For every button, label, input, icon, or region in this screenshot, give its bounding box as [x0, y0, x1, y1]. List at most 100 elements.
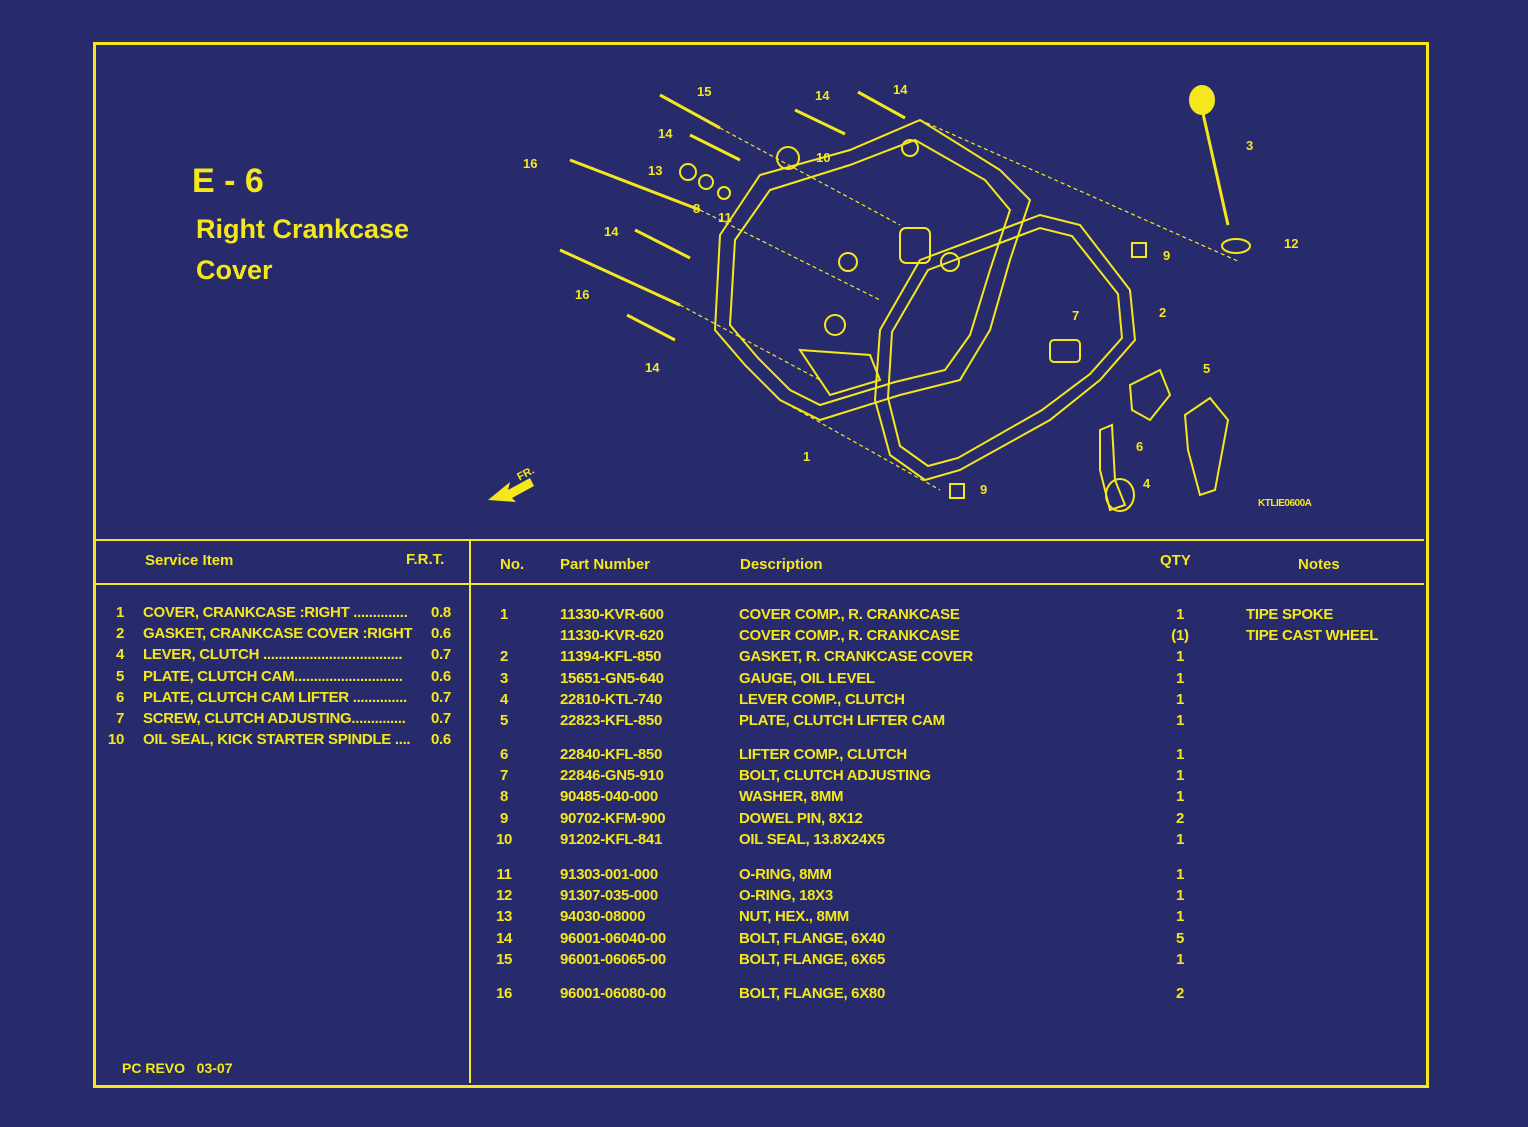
part-number: 91307-035-000	[560, 887, 658, 905]
bolts-drawing	[559, 90, 1230, 342]
part-qty: 1	[1175, 830, 1185, 848]
service-item-frt: 0.6	[431, 667, 451, 685]
part-number: 11394-KFL-850	[560, 648, 662, 666]
callout-label: 9	[1163, 248, 1171, 263]
callout-label: 14	[645, 360, 660, 375]
service-item-name: COVER, CRANKCASE :RIGHT ..............	[143, 604, 408, 621]
part-number: 96001-06040-00	[560, 929, 666, 947]
part-qty: 5	[1175, 929, 1185, 947]
service-item-name: OIL SEAL, KICK STARTER SPINDLE ....	[143, 731, 411, 749]
callout-label: 16	[523, 156, 538, 171]
part-number: 96001-06065-00	[560, 950, 666, 968]
service-item-frt: 0.7	[431, 688, 451, 706]
divider	[96, 539, 1424, 541]
callout-label: 7	[1072, 308, 1080, 323]
part-qty: 1	[1175, 712, 1185, 729]
part-description: COVER COMP., R. CRANKCASE	[739, 606, 960, 623]
part-description: GASKET, R. CRANKCASE COVER	[739, 648, 973, 666]
service-item-no: 1	[115, 604, 124, 621]
illustration-code: KTLIE0600A	[1258, 498, 1312, 509]
leader-lines	[679, 119, 1241, 491]
service-item-frt: 0.6	[431, 625, 451, 643]
model-footer: PC REVO 03-07	[122, 1060, 233, 1076]
part-number: 22810-KTL-740	[560, 690, 662, 708]
part-number: 22846-GN5-910	[560, 767, 664, 785]
part-description: O-RING, 8MM	[739, 866, 832, 883]
description-header: Description	[740, 556, 823, 573]
gasket-drawing	[873, 213, 1137, 482]
small-parts-drawing	[679, 85, 1251, 512]
part-description: LEVER COMP., CLUTCH	[739, 690, 905, 708]
crankcase-cover-drawing	[713, 118, 1032, 422]
part-row-no: 11	[496, 866, 512, 883]
part-number: 11330-KVR-600	[560, 606, 664, 623]
service-item-no: 6	[115, 688, 124, 706]
service-item-header: Service Item	[145, 552, 234, 569]
part-description: BOLT, CLUTCH ADJUSTING	[739, 767, 931, 785]
part-row-no: 4	[499, 690, 509, 708]
part-description: BOLT, FLANGE, 6X80	[739, 985, 886, 1002]
page-code: E - 6	[192, 162, 264, 200]
part-number: 11330-KVR-620	[560, 627, 664, 645]
part-qty: 1	[1175, 866, 1185, 883]
catalog-frame	[93, 42, 1429, 1088]
part-row-no: 2	[499, 648, 509, 666]
part-qty: 1	[1175, 746, 1185, 763]
service-item-no: 2	[115, 625, 124, 643]
callout-label: 4	[1143, 476, 1151, 491]
service-item-name: PLATE, CLUTCH CAM.......................…	[143, 667, 403, 685]
part-qty: 1	[1175, 669, 1185, 687]
part-row-no: 3	[499, 669, 509, 687]
callout-label: 5	[1203, 361, 1211, 376]
callout-label: 16	[575, 287, 590, 302]
service-item-name: PLATE, CLUTCH CAM LIFTER ..............	[143, 688, 407, 706]
part-qty: 1	[1175, 788, 1185, 806]
part-number: 96001-06080-00	[560, 985, 666, 1002]
part-number: 91202-KFL-841	[560, 830, 662, 848]
callout-label: 6	[1136, 439, 1144, 454]
part-qty: 1	[1175, 690, 1185, 708]
part-description: COVER COMP., R. CRANKCASE	[739, 627, 960, 645]
callout-label: 13	[648, 163, 663, 178]
exploded-diagram	[488, 85, 1251, 512]
callout-label: 14	[604, 224, 619, 239]
callout-label: 3	[1246, 138, 1254, 153]
part-number: 22823-KFL-850	[560, 712, 662, 729]
no-header: No.	[500, 556, 525, 573]
part-row-no: 6	[499, 746, 509, 763]
part-row-no: 8	[499, 788, 509, 806]
part-number-header: Part Number	[560, 556, 651, 573]
part-description: PLATE, CLUTCH LIFTER CAM	[739, 712, 945, 729]
service-item-frt: 0.6	[431, 731, 451, 749]
divider	[96, 583, 1424, 585]
callout-label: 15	[697, 84, 712, 99]
part-number: 22840-KFL-850	[560, 746, 662, 763]
part-description: O-RING, 18X3	[739, 887, 833, 905]
page-title-line1: Right Crankcase	[196, 214, 410, 244]
part-row-no: 15	[495, 950, 513, 968]
part-description: WASHER, 8MM	[739, 788, 844, 806]
callout-label: 8	[693, 201, 701, 216]
callout-label: 14	[658, 126, 673, 141]
callout-label: 9	[980, 482, 988, 497]
callout-label: 10	[816, 150, 831, 165]
part-row-no: 1	[499, 606, 509, 623]
part-qty: 1	[1175, 606, 1185, 623]
part-notes: TIPE CAST WHEEL	[1246, 627, 1379, 645]
callout-label: 11	[718, 210, 732, 225]
part-row-no: 14	[495, 929, 513, 947]
divider	[469, 540, 471, 1083]
part-number: 91303-001-000	[560, 866, 658, 883]
part-row-no: 5	[499, 712, 509, 729]
part-description: NUT, HEX., 8MM	[739, 908, 849, 926]
part-description: GAUGE, OIL LEVEL	[739, 669, 875, 687]
part-qty: 1	[1175, 887, 1185, 905]
callout-label: 1	[803, 449, 811, 464]
part-qty: 2	[1175, 985, 1185, 1002]
part-description: DOWEL PIN, 8X12	[739, 809, 863, 827]
service-item-frt: 0.7	[431, 710, 451, 727]
part-number: 94030-08000	[560, 908, 646, 926]
part-qty: 1	[1175, 950, 1185, 968]
callout-label: 2	[1159, 305, 1167, 320]
part-row-no: 12	[495, 887, 513, 905]
